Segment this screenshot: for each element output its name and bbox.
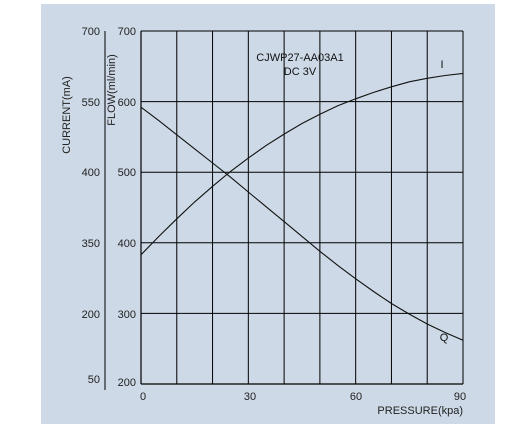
current-axis-label: CURRENT(mA) xyxy=(61,76,73,154)
series-label-current: I xyxy=(440,59,443,71)
current-tick-label: 350 xyxy=(82,238,100,250)
grid xyxy=(104,30,464,390)
series-line-flow xyxy=(140,106,464,341)
current-tick-label: 700 xyxy=(82,26,100,38)
flow-tick-label: 500 xyxy=(118,167,136,179)
flow-tick-label: 600 xyxy=(118,97,136,109)
flow-axis-label: FLOW(ml/min) xyxy=(106,54,118,126)
flow-tick-label: 200 xyxy=(118,377,136,389)
chart-background xyxy=(41,4,495,424)
series-label-flow: Q xyxy=(440,332,449,344)
flow-tick-label: 700 xyxy=(118,26,136,38)
current-tick-label: 50 xyxy=(88,374,100,386)
x-tick-label: 30 xyxy=(244,391,256,403)
current-axis-ticks: 700 550 400 350 200 50 xyxy=(82,26,100,386)
series-layer xyxy=(140,72,464,341)
voltage-annotation: DC 3V xyxy=(284,66,317,78)
current-tick-label: 550 xyxy=(82,97,100,109)
current-tick-label: 200 xyxy=(82,309,100,321)
x-tick-label: 0 xyxy=(140,391,146,403)
x-axis-label: PRESSURE(kpa) xyxy=(377,405,463,417)
x-axis-ticks: 0 30 60 90 xyxy=(140,391,466,403)
flow-tick-label: 300 xyxy=(118,309,136,321)
flow-tick-label: 400 xyxy=(118,238,136,250)
x-tick-label: 90 xyxy=(454,391,466,403)
current-tick-label: 400 xyxy=(82,167,100,179)
flow-axis-ticks: 700 600 500 400 300 200 xyxy=(118,26,136,389)
series-line-current xyxy=(140,72,464,256)
x-tick-label: 60 xyxy=(350,391,362,403)
model-annotation: CJWP27-AA03A1 xyxy=(256,52,343,64)
